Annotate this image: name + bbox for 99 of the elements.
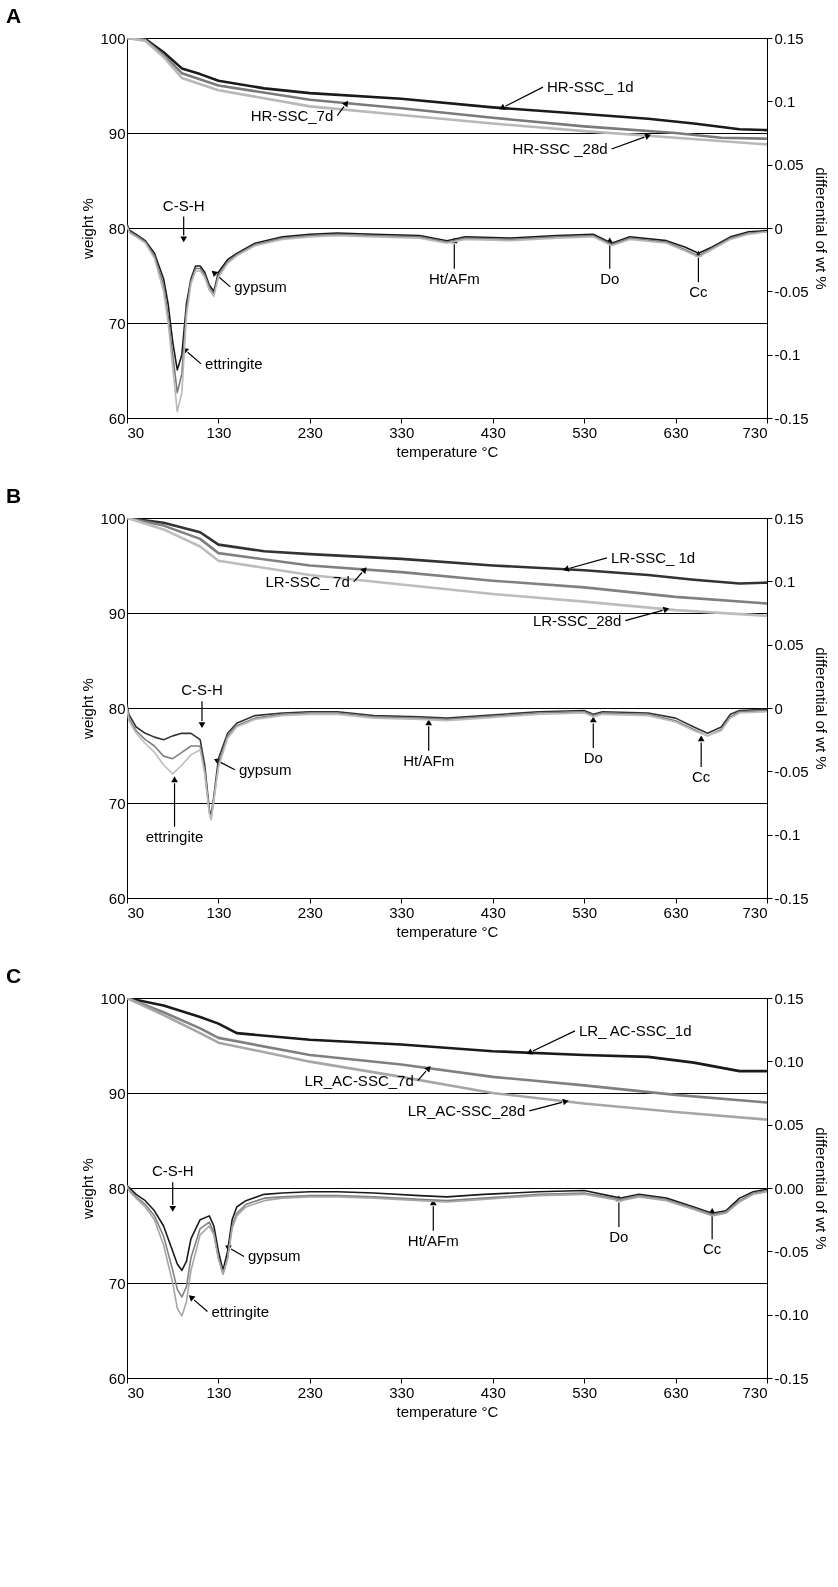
y-tick-label: 80: [108, 219, 126, 237]
y-tick-label: 90: [108, 604, 126, 622]
y-tick-label: 100: [100, 509, 126, 527]
y-axis-title: weight %: [79, 198, 97, 260]
y-tick-label: 90: [108, 124, 126, 142]
x-tick-label: 130: [206, 423, 232, 441]
y2-tick-label: 0.15: [774, 29, 804, 47]
x-tick-label: 530: [572, 903, 598, 921]
y2-tick-label: 0.10: [774, 1052, 804, 1070]
y2-tick-label: 0.05: [774, 1116, 804, 1134]
x-tick-label: 30: [127, 423, 145, 441]
x-tick-label: 330: [389, 423, 415, 441]
y2-tick-label: 0: [774, 699, 783, 717]
x-tick-label: 430: [480, 1383, 506, 1401]
y-tick-label: 70: [108, 794, 126, 812]
y2-tick-label: -0.05: [774, 762, 809, 780]
x-tick-label: 330: [389, 1383, 415, 1401]
annotation: Do: [609, 1227, 629, 1245]
chart-title: B: [5, 484, 22, 507]
chart-title: A: [5, 4, 22, 27]
y2-tick-label: -0.15: [774, 409, 809, 427]
annotation: C-S-H: [181, 681, 223, 699]
annotation: C-S-H: [162, 196, 205, 214]
annotation: gypsum: [238, 760, 292, 778]
y-tick-label: 60: [108, 889, 126, 907]
y-tick-label: 100: [100, 29, 126, 47]
series-label: HR-SSC _28d: [512, 140, 608, 158]
annotation: gypsum: [234, 277, 287, 295]
x-tick-label: 230: [297, 903, 323, 921]
y-tick-label: 70: [108, 314, 126, 332]
y2-tick-label: -0.1: [774, 826, 801, 844]
annotation: Cc: [689, 283, 709, 301]
x-tick-label: 330: [389, 903, 415, 921]
y2-tick-label: 0.15: [774, 509, 804, 527]
y2-axis-title: differential of wt %: [812, 1127, 830, 1250]
annotation: Do: [600, 269, 620, 287]
y2-tick-label: -0.1: [774, 346, 801, 364]
x-tick-label: 730: [742, 1383, 768, 1401]
y2-tick-label: -0.05: [774, 282, 809, 300]
y2-tick-label: 0.05: [774, 156, 804, 174]
x-tick-label: 630: [663, 903, 689, 921]
x-tick-label: 230: [297, 1383, 323, 1401]
y2-tick-label: 0.15: [774, 989, 804, 1007]
x-axis-title: temperature °C: [396, 1402, 499, 1420]
annotation: Ht/AFm: [403, 751, 455, 769]
series-label: LR-SSC_ 1d: [611, 548, 696, 566]
chart-title: C: [5, 964, 22, 987]
y-tick-label: 100: [100, 989, 126, 1007]
x-tick-label: 30: [127, 903, 145, 921]
annotation: Do: [583, 748, 603, 766]
annotation: Ht/AFm: [428, 269, 480, 287]
y-axis-title: weight %: [79, 1158, 97, 1220]
y2-tick-label: -0.10: [774, 1306, 809, 1324]
y-tick-label: 60: [108, 409, 126, 427]
series-label: LR_ AC-SSC_1d: [579, 1021, 692, 1039]
y2-axis-title: differential of wt %: [812, 647, 830, 770]
x-tick-label: 530: [572, 423, 598, 441]
x-tick-label: 430: [480, 423, 506, 441]
y-axis-title: weight %: [79, 678, 97, 740]
x-tick-label: 30: [127, 1383, 145, 1401]
x-tick-label: 230: [297, 423, 323, 441]
x-tick-label: 130: [206, 903, 232, 921]
x-axis-title: temperature °C: [396, 922, 499, 940]
annotation: C-S-H: [151, 1162, 194, 1180]
y-tick-label: 80: [108, 699, 126, 717]
y2-axis-title: differential of wt %: [812, 167, 830, 290]
y-tick-label: 70: [108, 1274, 126, 1292]
annotation: ettringite: [145, 827, 204, 845]
y2-tick-label: -0.15: [774, 1369, 809, 1387]
x-tick-label: 730: [742, 423, 768, 441]
annotation: Cc: [692, 767, 711, 785]
x-tick-label: 430: [480, 903, 506, 921]
annotation: ettringite: [205, 354, 263, 372]
annotation: ettringite: [211, 1302, 269, 1320]
annotation: Cc: [702, 1240, 722, 1258]
y2-tick-label: 0.1: [774, 92, 796, 110]
series-label: LR_AC-SSC_28d: [407, 1101, 526, 1119]
series-label: HR-SSC_7d: [250, 106, 334, 124]
y2-tick-label: -0.15: [774, 889, 809, 907]
y-tick-label: 90: [108, 1084, 126, 1102]
y2-tick-label: 0: [774, 219, 783, 237]
series-label: LR_AC-SSC_7d: [304, 1071, 414, 1089]
y2-tick-label: 0.05: [774, 636, 804, 654]
y2-tick-label: 0.1: [774, 572, 796, 590]
series-label: LR-SSC_28d: [532, 611, 622, 629]
x-tick-label: 530: [572, 1383, 598, 1401]
annotation: gypsum: [248, 1247, 301, 1265]
x-tick-label: 630: [663, 423, 689, 441]
series-label: LR-SSC_ 7d: [265, 572, 350, 590]
y2-tick-label: 0.00: [774, 1179, 804, 1197]
y-tick-label: 60: [108, 1369, 126, 1387]
x-axis-title: temperature °C: [396, 442, 499, 460]
x-tick-label: 130: [206, 1383, 232, 1401]
annotation: Ht/AFm: [407, 1231, 459, 1249]
x-tick-label: 630: [663, 1383, 689, 1401]
y-tick-label: 80: [108, 1179, 126, 1197]
y2-tick-label: -0.05: [774, 1242, 809, 1260]
x-tick-label: 730: [742, 903, 768, 921]
series-label: HR-SSC_ 1d: [547, 78, 634, 96]
